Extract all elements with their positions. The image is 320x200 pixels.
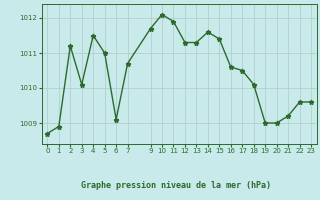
Text: Graphe pression niveau de la mer (hPa): Graphe pression niveau de la mer (hPa): [81, 182, 271, 190]
